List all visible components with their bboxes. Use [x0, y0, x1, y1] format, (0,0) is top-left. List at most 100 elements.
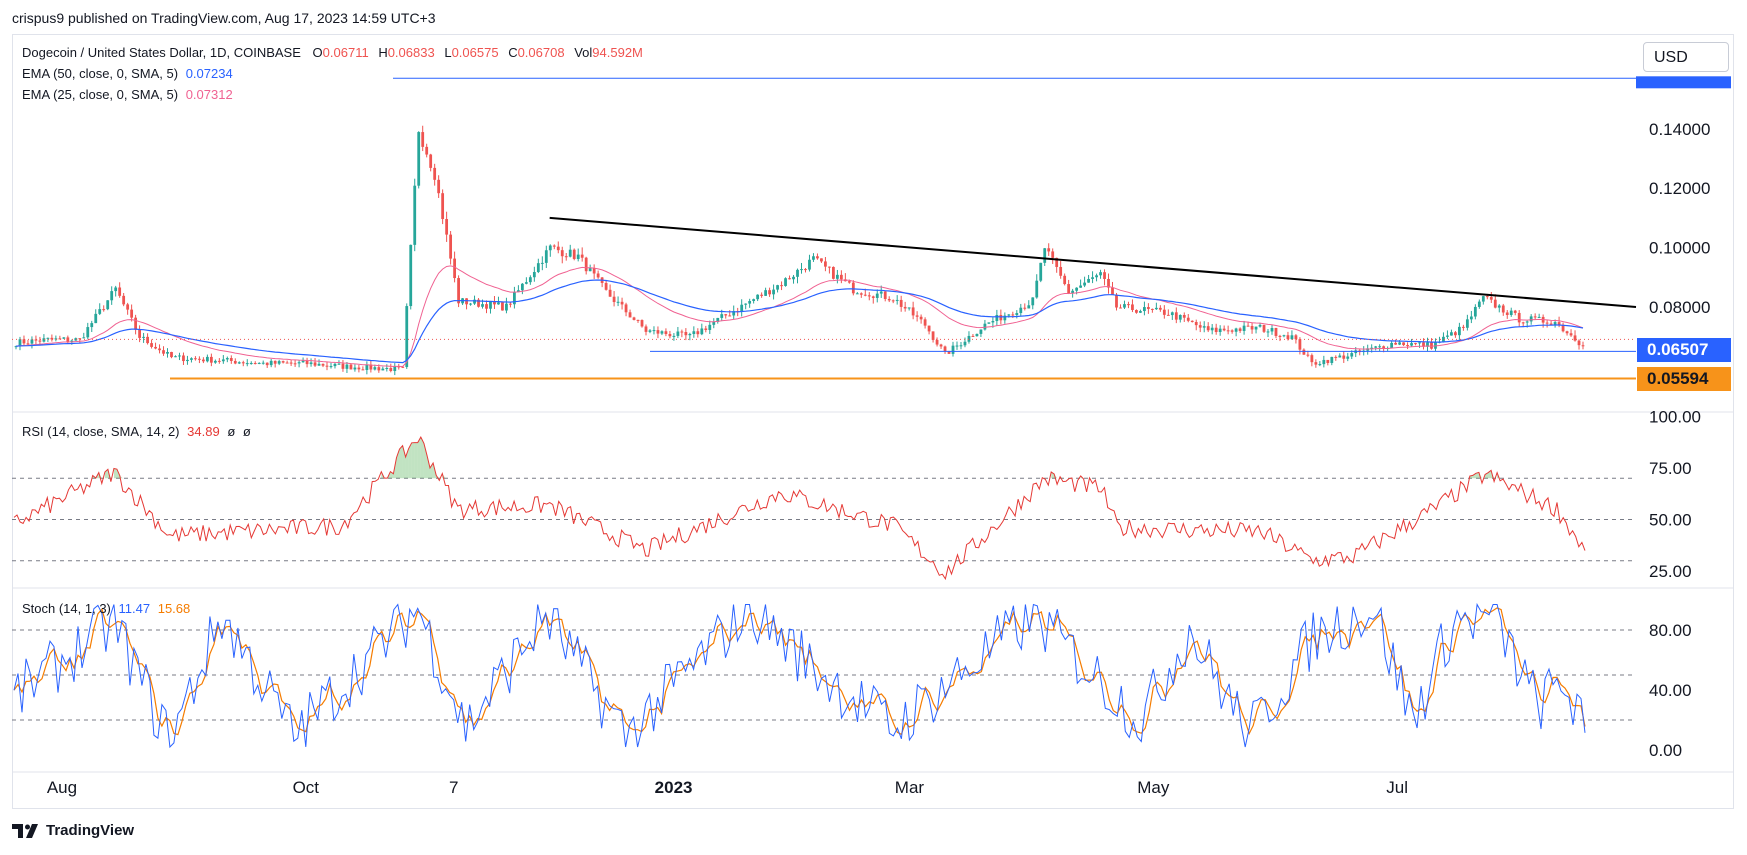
candle-body [1023, 307, 1027, 309]
symbol-legend[interactable]: Dogecoin / United States Dollar, 1D, COI… [22, 45, 643, 60]
candle [1186, 314, 1190, 323]
candle-body [556, 246, 560, 251]
candle [1035, 274, 1039, 299]
candle [229, 355, 233, 364]
candle [1513, 309, 1517, 316]
candle [1362, 346, 1366, 356]
candle [1537, 313, 1541, 318]
candle-body [1071, 290, 1075, 294]
candle [1226, 325, 1230, 335]
candle-body [74, 338, 78, 341]
candle-body [82, 337, 86, 339]
candle-body [572, 249, 576, 259]
candle [1178, 314, 1182, 323]
candle-body [1458, 326, 1461, 336]
ohlc-low-label: L [444, 45, 452, 60]
candle-body [564, 256, 568, 258]
tradingview-brand[interactable]: TradingView [12, 822, 134, 839]
candle [1150, 308, 1154, 313]
candle [1469, 310, 1473, 324]
candle [1158, 305, 1162, 312]
candle [955, 341, 959, 350]
candle [1334, 355, 1338, 361]
candle [1019, 303, 1023, 316]
candle-body [1226, 330, 1230, 332]
candle [1218, 325, 1222, 336]
candle [361, 366, 365, 371]
candle [162, 346, 165, 356]
candle [54, 335, 58, 342]
candle [22, 335, 26, 346]
candle [1091, 271, 1094, 284]
candle [1222, 325, 1226, 332]
candle [959, 341, 963, 350]
candle [1266, 329, 1270, 338]
candle [1573, 330, 1577, 342]
candle [225, 356, 229, 363]
candle [903, 301, 907, 312]
candle-body [473, 299, 476, 304]
candle [505, 297, 508, 314]
candle-body [1019, 307, 1023, 314]
candle [1346, 352, 1350, 362]
candle-body [1262, 324, 1266, 332]
candle-body [935, 339, 939, 345]
candle-body [321, 363, 325, 366]
candle-body [26, 343, 30, 345]
candle [752, 298, 756, 304]
candle [672, 333, 676, 341]
candle-body [178, 355, 181, 357]
candle-body [1039, 262, 1043, 281]
candle [1338, 353, 1342, 358]
candle-body [716, 317, 720, 322]
candle [728, 310, 732, 317]
candle [716, 317, 720, 324]
candle [1182, 312, 1186, 322]
candle [329, 362, 333, 369]
ema25-legend[interactable]: EMA (25, close, 0, SMA, 5) 0.07312 [22, 87, 233, 102]
candle [1206, 322, 1210, 333]
candle-body [1135, 310, 1138, 313]
candle [915, 311, 919, 322]
currency-button[interactable]: USD [1643, 42, 1729, 72]
candle [967, 331, 971, 344]
candle-body [919, 316, 923, 320]
candle-body [911, 307, 915, 316]
candle [792, 274, 795, 284]
candle-body [1553, 322, 1557, 326]
ema50-legend[interactable]: EMA (50, close, 0, SMA, 5) 0.07234 [22, 66, 233, 81]
ohlc-close-label: C [508, 45, 518, 60]
candle-body [1127, 304, 1130, 306]
candle-body [257, 362, 261, 364]
candle-body [273, 360, 277, 364]
candle [592, 264, 596, 280]
rsi-legend[interactable]: RSI (14, close, SMA, 14, 2) 34.89 ø ø [22, 424, 251, 439]
candle [221, 355, 225, 364]
stoch-legend[interactable]: Stoch (14, 1, 3) 11.47 15.68 [22, 601, 190, 616]
candle [768, 287, 771, 297]
candle-body [1206, 326, 1210, 331]
candle [804, 267, 807, 273]
candle [1262, 324, 1266, 334]
candle [828, 266, 831, 274]
candle-body [1330, 356, 1334, 363]
candle [835, 269, 839, 284]
candle-body [1015, 313, 1019, 316]
candle [245, 359, 249, 367]
candle-body [604, 282, 608, 290]
candle-body [943, 346, 947, 352]
candle [624, 302, 628, 317]
candle [1146, 303, 1150, 314]
candle-body [999, 314, 1003, 321]
rsi-overbought-fill [1475, 472, 1479, 479]
candle-body [1577, 340, 1581, 346]
candle-body [664, 331, 668, 335]
symbol-title: Dogecoin / United States Dollar, 1D, COI… [22, 45, 301, 60]
candle-body [652, 330, 656, 332]
candle-body [277, 361, 281, 364]
candle [656, 326, 660, 339]
candle-body [429, 154, 433, 168]
candle-body [389, 368, 393, 372]
candle [548, 244, 552, 257]
